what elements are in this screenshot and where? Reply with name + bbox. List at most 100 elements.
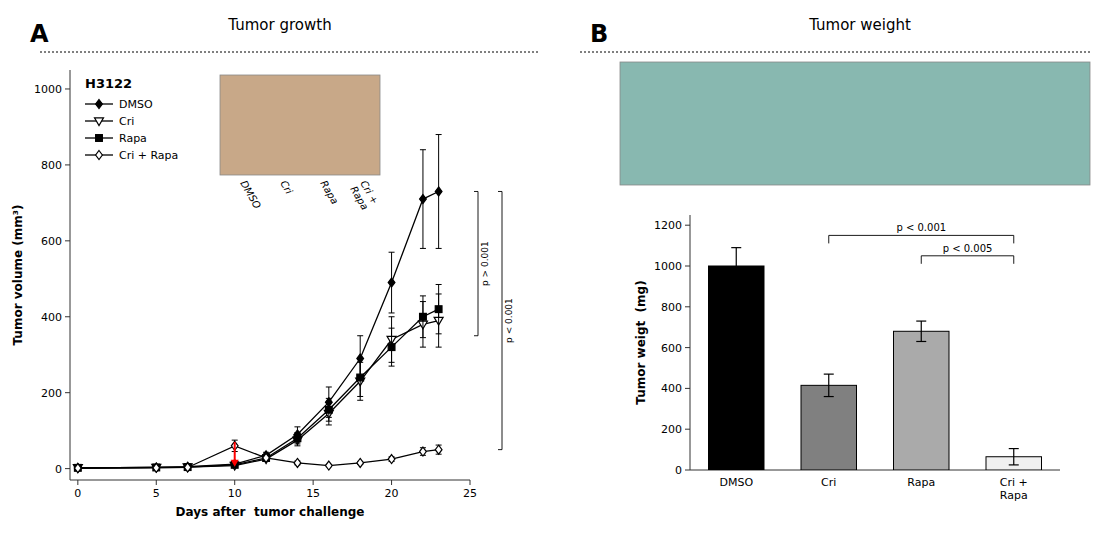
marker [420, 313, 427, 320]
error-cap [389, 252, 395, 253]
error-cap [731, 247, 741, 248]
arrow-shaft [234, 442, 236, 461]
error-cap [357, 400, 363, 401]
x-tick [391, 480, 392, 485]
x-tick [470, 480, 471, 485]
error-cap [294, 426, 300, 427]
y-tick [685, 470, 690, 471]
error-bar [436, 445, 442, 454]
y-tick-label: 800 [41, 159, 62, 172]
error-cap [1009, 448, 1019, 449]
marker [96, 135, 103, 142]
marker [388, 278, 395, 287]
error-bar [436, 135, 442, 249]
plot-data [709, 248, 1042, 470]
marker [183, 464, 192, 472]
error-cap [389, 316, 395, 317]
y-tick-label: 1000 [34, 83, 62, 96]
marker [357, 458, 364, 467]
legend-label: Cri + Rapa [119, 149, 178, 162]
y-tick-label: 1200 [654, 219, 682, 232]
error-cap [731, 284, 741, 285]
marker [184, 463, 191, 472]
x-tick-label: 5 [153, 487, 160, 500]
error-bar [294, 434, 300, 445]
error-bar [326, 398, 332, 421]
marker [74, 463, 81, 472]
error-bar [420, 448, 426, 456]
error-cap [357, 396, 363, 397]
group-label: Cri [278, 179, 295, 197]
panel-label: A [30, 20, 49, 48]
error-bar [357, 336, 363, 382]
y-tick [65, 88, 70, 89]
error-bar [731, 248, 741, 285]
y-tick-label: 400 [41, 311, 62, 324]
error-bar [294, 427, 300, 442]
error-bar [420, 150, 426, 249]
error-bar [294, 433, 300, 444]
marker [388, 455, 395, 464]
y-tick [685, 347, 690, 348]
x-tick-label: 25 [463, 487, 477, 500]
error-cap [916, 320, 926, 321]
title-rule [40, 52, 540, 53]
y-axis [690, 215, 691, 470]
error-bar [1009, 449, 1019, 465]
marker [325, 406, 332, 413]
series [73, 294, 443, 472]
error-bar [916, 321, 926, 341]
legend-label: Cri [119, 115, 134, 128]
y-tick [65, 164, 70, 165]
error-cap [436, 284, 442, 285]
error-stem [921, 321, 922, 341]
error-cap [389, 366, 395, 367]
x-axis-label: Days after tumor challenge [176, 505, 365, 519]
text-line: Rapa [348, 184, 370, 212]
bar [801, 385, 857, 470]
axes: 051015202502004006008001000Days after tu… [11, 70, 477, 519]
marker [294, 458, 301, 467]
series [74, 135, 442, 473]
marker [263, 453, 270, 462]
axes: 020040060080010001200DMSOCriRapaCri +Rap… [634, 215, 1060, 502]
error-cap [436, 134, 442, 135]
x-tick-label: 20 [385, 487, 399, 500]
marker [184, 462, 191, 471]
group-label: Cri +Rapa [348, 179, 380, 212]
image-placeholder [620, 62, 1090, 185]
error-cap [389, 328, 395, 329]
p-bracket [474, 191, 478, 335]
error-bar [824, 374, 834, 396]
error-cap [326, 421, 332, 422]
series-line [78, 321, 439, 468]
x-tick [77, 480, 78, 485]
p-value: p < 0.005 [943, 243, 993, 254]
error-stem [828, 374, 829, 396]
y-tick-label: 200 [661, 423, 682, 436]
y-tick [685, 266, 690, 267]
x-tick-label: Rapa [907, 476, 935, 489]
marker [73, 465, 82, 473]
bar [894, 331, 950, 470]
image-placeholder [220, 75, 380, 175]
x-tick-label: Cri [821, 476, 836, 489]
error-cap [326, 398, 332, 399]
series-line [78, 446, 439, 468]
series [74, 440, 442, 473]
error-bar [389, 252, 395, 313]
marker [74, 464, 81, 473]
error-cap [436, 347, 442, 348]
p-value: p < 0.001 [896, 222, 946, 233]
error-cap [916, 341, 926, 342]
error-cap [1009, 464, 1019, 465]
error-bar [436, 284, 442, 333]
p-value: p < 0.001 [504, 298, 514, 343]
marker [152, 464, 161, 472]
text-line: Rapa [1000, 489, 1028, 502]
y-tick-label: 600 [41, 235, 62, 248]
marker [231, 460, 238, 469]
x-tick-label: DMSO [719, 476, 753, 489]
marker [96, 100, 103, 109]
error-cap [357, 335, 363, 336]
